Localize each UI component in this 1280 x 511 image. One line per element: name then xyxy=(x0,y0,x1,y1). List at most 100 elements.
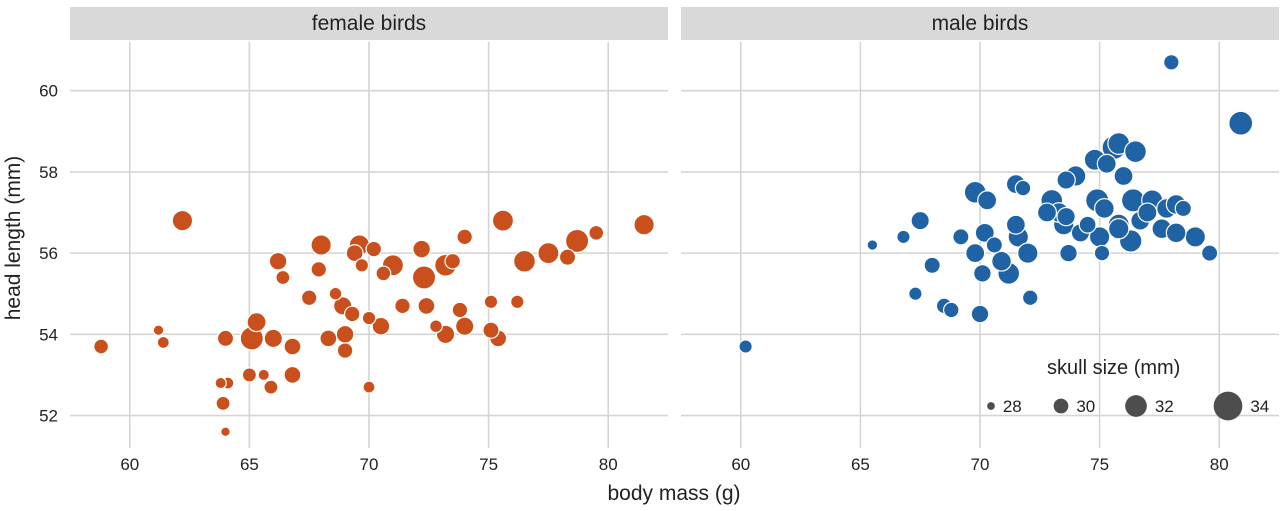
x-tick-label: 70 xyxy=(360,455,379,474)
data-point xyxy=(444,252,462,270)
data-point xyxy=(241,367,257,383)
data-point xyxy=(156,335,170,349)
data-point xyxy=(283,365,302,384)
data-point xyxy=(335,324,355,344)
data-point xyxy=(973,264,992,283)
data-point xyxy=(633,213,655,236)
data-point xyxy=(345,244,364,263)
x-tick-label: 70 xyxy=(971,455,990,474)
data-point xyxy=(268,251,288,271)
size-legend: skull size (mm) 28 30 32 34 xyxy=(987,357,1269,421)
data-point xyxy=(411,265,437,290)
size-legend-label: 30 xyxy=(1076,397,1095,416)
x-tick-label: 60 xyxy=(120,455,139,474)
data-point xyxy=(417,296,436,315)
data-point xyxy=(1093,198,1115,219)
x-tick-label: 65 xyxy=(240,455,259,474)
size-legend-key xyxy=(1125,395,1147,417)
data-point xyxy=(429,319,443,334)
data-point xyxy=(365,240,383,258)
data-point xyxy=(1113,165,1134,187)
data-point xyxy=(1014,179,1032,197)
data-point xyxy=(558,248,577,266)
data-point xyxy=(491,209,515,232)
data-point xyxy=(1174,199,1192,218)
data-point xyxy=(263,328,284,349)
data-point xyxy=(588,224,605,241)
data-point xyxy=(1107,218,1130,240)
data-point xyxy=(310,234,332,256)
data-point xyxy=(970,304,990,324)
data-point xyxy=(942,301,960,319)
facet-strip-label: female birds xyxy=(312,12,426,35)
data-point xyxy=(896,229,911,245)
x-tick-label: 80 xyxy=(1210,455,1229,474)
data-point xyxy=(923,256,941,274)
data-point xyxy=(375,265,392,282)
data-point xyxy=(985,236,1004,254)
data-point xyxy=(343,305,361,323)
data-point xyxy=(1056,170,1076,190)
data-point xyxy=(1036,202,1058,223)
size-legend-label: 32 xyxy=(1155,397,1174,416)
data-point xyxy=(257,368,270,382)
size-legend-key xyxy=(987,402,995,410)
data-point xyxy=(1163,53,1180,71)
data-point xyxy=(564,228,590,254)
data-point xyxy=(246,312,267,333)
data-point xyxy=(1078,215,1097,234)
data-point xyxy=(456,228,473,246)
data-point xyxy=(908,286,923,301)
data-point xyxy=(220,426,231,438)
y-tick-label: 56 xyxy=(39,244,58,263)
data-point xyxy=(977,190,998,211)
size-legend-label: 28 xyxy=(1003,397,1022,416)
data-point xyxy=(362,380,376,394)
data-point xyxy=(394,297,411,315)
data-point xyxy=(483,294,499,310)
data-point xyxy=(215,395,231,411)
data-point xyxy=(1165,222,1187,244)
data-point xyxy=(454,316,475,336)
data-point xyxy=(1124,140,1147,164)
data-point xyxy=(1005,214,1026,235)
data-point xyxy=(371,316,391,336)
facet-strips: female birds male birds xyxy=(70,7,1279,40)
data-point xyxy=(866,239,879,251)
data-point xyxy=(974,222,995,243)
facet-strip-label: male birds xyxy=(932,12,1029,35)
data-point xyxy=(482,321,500,339)
data-point xyxy=(1137,202,1158,223)
y-tick-label: 52 xyxy=(39,407,58,426)
x-tick-label: 75 xyxy=(479,455,498,474)
x-axis-title: body mass (g) xyxy=(607,482,740,505)
data-point xyxy=(1184,226,1207,248)
data-point xyxy=(1021,289,1039,307)
data-point xyxy=(991,250,1012,272)
data-point xyxy=(283,337,302,356)
data-point xyxy=(93,338,110,355)
y-tick-label: 60 xyxy=(39,82,58,101)
x-tick-label: 60 xyxy=(731,455,750,474)
data-point xyxy=(354,258,370,273)
data-point xyxy=(1056,206,1076,227)
facet-strip xyxy=(70,7,668,40)
data-point xyxy=(171,209,194,232)
data-point xyxy=(1017,242,1039,264)
tick-labels: 60 65 70 75 80 60 65 70 75 80 52 54 56 58 60 xyxy=(39,82,1229,474)
data-point xyxy=(952,228,970,246)
data-point xyxy=(510,294,525,310)
size-legend-title: skull size (mm) xyxy=(1047,357,1180,379)
data-point xyxy=(451,301,469,319)
x-tick-label: 80 xyxy=(599,455,618,474)
data-point xyxy=(1096,153,1117,174)
data-point xyxy=(263,379,279,395)
size-legend-key xyxy=(1053,398,1069,414)
y-axis-title: head length (mm) xyxy=(2,156,25,321)
data-point xyxy=(965,243,986,264)
data-point xyxy=(513,249,536,273)
y-tick-label: 58 xyxy=(39,163,58,182)
size-legend-key xyxy=(1213,391,1243,421)
facet-strip xyxy=(681,7,1279,40)
